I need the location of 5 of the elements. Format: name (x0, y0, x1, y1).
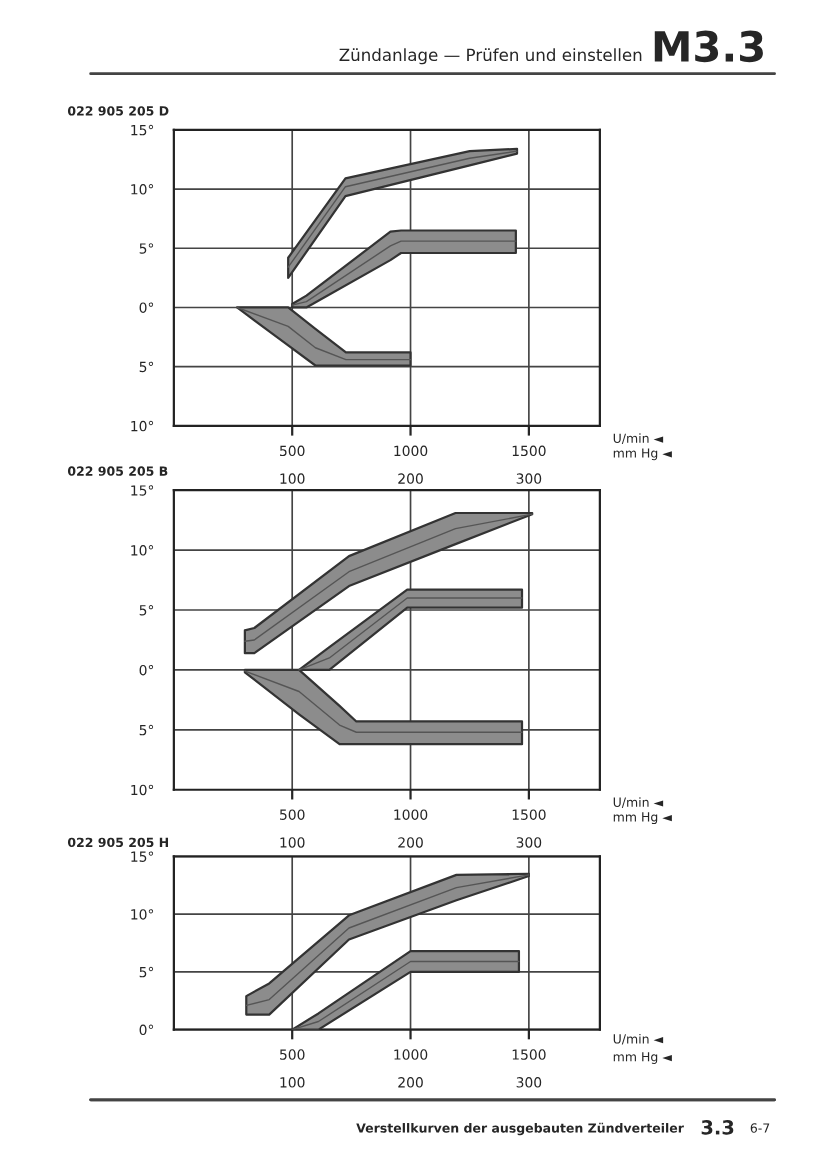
text: M3.3 (654, 30, 763, 63)
line-series (244, 670, 523, 733)
text: 3.3 (701, 1119, 734, 1135)
line-series (291, 240, 517, 306)
text: Zündanlage — Prüfen und einstellen (339, 48, 642, 65)
